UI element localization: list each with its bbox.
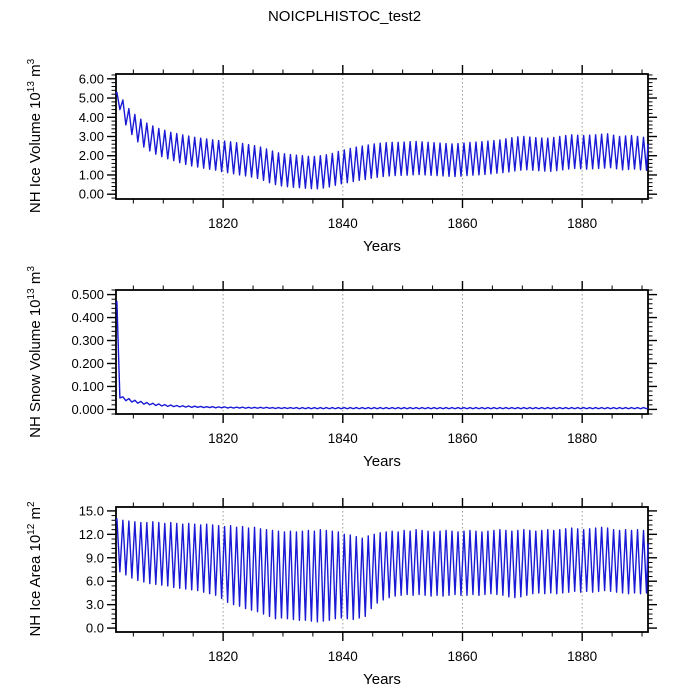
plot-box — [115, 506, 649, 633]
x-axis-title: Years — [363, 453, 401, 470]
y-tick-label: 0.00 — [79, 187, 104, 202]
x-tick-label: 1820 — [208, 431, 238, 446]
y-tick-label: 15.0 — [79, 503, 104, 518]
x-tick-label: 1880 — [567, 431, 597, 446]
y-tick-label: 2.00 — [79, 148, 104, 163]
x-tick-label: 1840 — [328, 649, 358, 664]
y-tick-label: 9.0 — [86, 550, 104, 565]
x-tick-label: 1860 — [447, 649, 477, 664]
x-axis-title: Years — [363, 671, 401, 688]
data-line-nh-ice-area — [115, 518, 649, 623]
x-tick-label: 1880 — [567, 649, 597, 664]
x-tick-label: 1820 — [208, 649, 238, 664]
x-tick-label: 1860 — [447, 216, 477, 231]
y-tick-label: 3.00 — [79, 129, 104, 144]
x-tick-label: 1880 — [567, 216, 597, 231]
y-tick-label: 0.100 — [71, 379, 104, 394]
data-line-nh-snow-volume — [115, 300, 649, 410]
y-tick-label: 3.0 — [86, 597, 104, 612]
x-tick-label: 1820 — [208, 216, 238, 231]
plot-box — [115, 289, 649, 415]
y-tick-label: 6.00 — [79, 71, 104, 86]
figure-title: NOICPLHISTOC_test2 — [267, 8, 422, 25]
x-axis-title: Years — [363, 238, 401, 255]
y-tick-label: 0.500 — [71, 287, 104, 302]
y-tick-label: 0.000 — [71, 402, 104, 417]
y-tick-label: 4.00 — [79, 110, 104, 125]
x-tick-label: 1840 — [328, 216, 358, 231]
y-tick-label: 0.300 — [71, 333, 104, 348]
y-tick-label: 6.0 — [86, 574, 104, 589]
y-tick-label: 0.400 — [71, 310, 104, 325]
x-tick-label: 1860 — [447, 431, 477, 446]
y-tick-label: 0.200 — [71, 356, 104, 371]
data-line-nh-ice-volume — [115, 91, 649, 190]
y-tick-label: 12.0 — [79, 527, 104, 542]
plot-box — [115, 73, 649, 200]
x-tick-label: 1840 — [328, 431, 358, 446]
y-tick-label: 0.0 — [86, 621, 104, 636]
y-tick-label: 5.00 — [79, 91, 104, 106]
y-tick-label: 1.00 — [79, 167, 104, 182]
